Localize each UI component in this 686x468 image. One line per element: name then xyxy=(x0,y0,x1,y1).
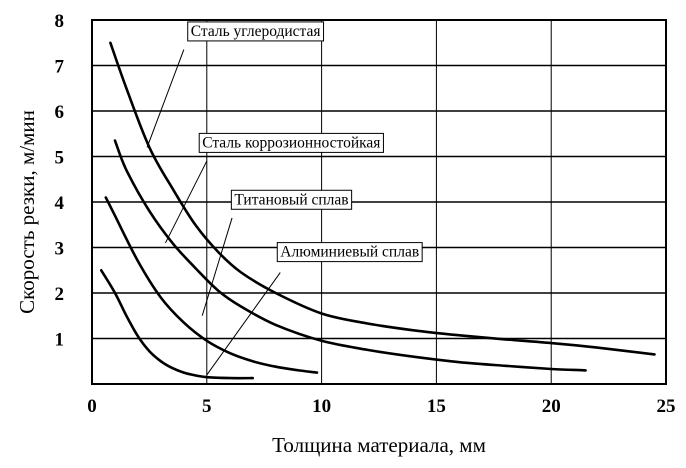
annotation-box xyxy=(276,242,423,263)
annotation-leader-line xyxy=(146,49,185,148)
annotation-label-2: Сталь коррозионностойкая xyxy=(198,132,384,153)
x-axis-title: Толщина материала, мм xyxy=(272,433,486,457)
annotation-box xyxy=(187,21,325,42)
series-line-4 xyxy=(99,269,254,380)
x-tick-label: 15 xyxy=(427,396,446,417)
x-tick-label: 5 xyxy=(202,396,212,417)
grid xyxy=(92,20,666,384)
annotation-labels: Сталь углеродистая Сталь коррозионностойк… xyxy=(187,21,423,263)
annotation-box xyxy=(230,189,353,210)
tick-labels: 0 5 10 15 20 25 1 2 3 4 5 6 7 8 xyxy=(55,11,676,417)
y-axis-title: Скорость резки, м/мин xyxy=(15,110,39,314)
annotation-leader-line xyxy=(165,160,208,244)
annotation-text: Сталь углеродистая xyxy=(191,23,321,40)
annotation-leaders xyxy=(146,49,281,376)
y-tick-label: 8 xyxy=(55,11,65,32)
x-tick-label: 25 xyxy=(657,396,676,417)
annotation-label-3: Титановый сплав xyxy=(230,189,353,210)
y-tick-label: 1 xyxy=(55,330,65,351)
y-tick-label: 5 xyxy=(55,148,65,169)
series-line-1 xyxy=(109,41,656,356)
x-tick-label: 20 xyxy=(542,396,561,417)
annotation-label-1: Сталь углеродистая xyxy=(187,21,325,42)
y-tick-label: 6 xyxy=(55,102,65,123)
y-tick-label: 2 xyxy=(55,284,65,305)
annotation-text: Титановый сплав xyxy=(234,191,348,208)
annotation-box xyxy=(198,132,384,153)
plot-area-frame xyxy=(91,19,667,385)
annotation-text: Алюминиевый сплав xyxy=(280,244,419,261)
series-lines xyxy=(99,41,656,380)
x-tick-label: 0 xyxy=(87,396,97,417)
annotation-leader-line xyxy=(201,217,233,316)
series-line-3 xyxy=(104,196,319,374)
y-tick-label: 4 xyxy=(55,193,65,214)
x-tick-label: 10 xyxy=(312,396,331,417)
series-line-2 xyxy=(113,139,587,372)
y-tick-label: 7 xyxy=(55,57,65,78)
y-tick-label: 3 xyxy=(55,239,65,260)
annotation-label-4: Алюминиевый сплав xyxy=(276,242,423,263)
annotation-text: Сталь коррозионностойкая xyxy=(202,134,380,151)
